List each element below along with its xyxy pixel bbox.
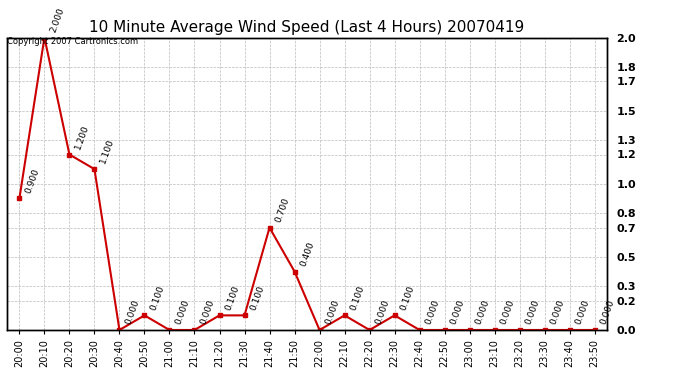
Text: 0.000: 0.000 — [448, 298, 466, 326]
Text: 1.200: 1.200 — [74, 123, 91, 150]
Title: 10 Minute Average Wind Speed (Last 4 Hours) 20070419: 10 Minute Average Wind Speed (Last 4 Hou… — [90, 20, 524, 35]
Text: 0.000: 0.000 — [424, 298, 441, 326]
Text: 0.000: 0.000 — [199, 298, 216, 326]
Text: 0.000: 0.000 — [549, 298, 566, 326]
Text: 2.000: 2.000 — [48, 6, 66, 33]
Text: 0.100: 0.100 — [224, 284, 241, 311]
Text: 0.000: 0.000 — [574, 298, 591, 326]
Text: 0.000: 0.000 — [499, 298, 516, 326]
Text: 0.000: 0.000 — [524, 298, 541, 326]
Text: 0.000: 0.000 — [374, 298, 391, 326]
Text: 0.000: 0.000 — [174, 298, 191, 326]
Text: 0.100: 0.100 — [148, 284, 166, 311]
Text: 1.100: 1.100 — [99, 138, 116, 165]
Text: 0.100: 0.100 — [348, 284, 366, 311]
Text: 0.000: 0.000 — [324, 298, 341, 326]
Text: 0.900: 0.900 — [23, 167, 41, 194]
Text: 0.100: 0.100 — [399, 284, 416, 311]
Text: 0.100: 0.100 — [248, 284, 266, 311]
Text: Copyright 2007 Cartronics.com: Copyright 2007 Cartronics.com — [7, 38, 138, 46]
Text: 0.000: 0.000 — [474, 298, 491, 326]
Text: 0.700: 0.700 — [274, 196, 291, 223]
Text: 0.000: 0.000 — [599, 298, 616, 326]
Text: 0.400: 0.400 — [299, 240, 316, 267]
Text: 0.000: 0.000 — [124, 298, 141, 326]
